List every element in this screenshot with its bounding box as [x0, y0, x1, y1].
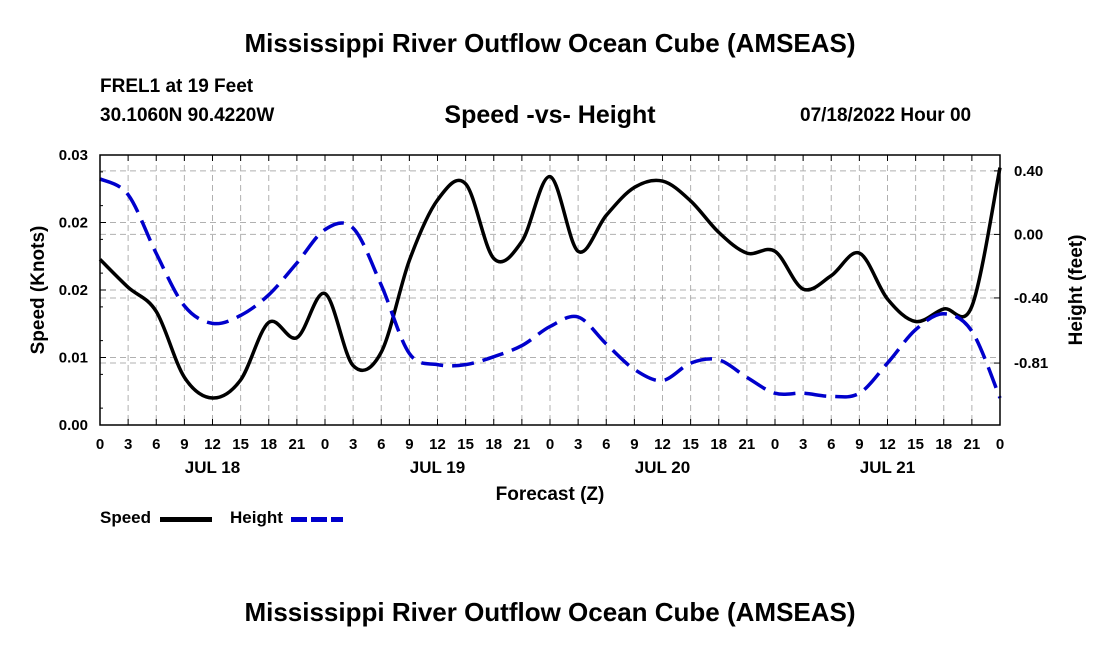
y-axis-label: Speed (Knots)	[28, 226, 49, 355]
legend-height-swatch	[291, 517, 343, 522]
y-tick-label: 0.00	[59, 417, 88, 434]
x-tick-label: 6	[602, 436, 610, 453]
x-tick-label: 18	[485, 436, 502, 453]
x-tick-label: 3	[349, 436, 357, 453]
x-tick-label: 9	[180, 436, 188, 453]
axes: 0 3 6 9 12 15 18 21 0 3 6 9 12 15 18 21 0 3 6 9 12 15 18 21 0 3 6 9…	[59, 147, 1048, 477]
station-label: FREL1 at 19 Feet	[100, 76, 254, 97]
series-line-height	[99, 177, 1002, 399]
y-tick-label: 0.02	[59, 282, 88, 299]
y2-tick-label: -0.81	[1014, 355, 1048, 372]
x-tick-label: 6	[827, 436, 835, 453]
main-title: Mississippi River Outflow Ocean Cube (AM…	[244, 28, 856, 58]
y2-tick-label: 0.40	[1014, 163, 1043, 180]
y-tick-label: 0.02	[59, 215, 88, 232]
x-tick-label: 9	[630, 436, 638, 453]
day-label: JUL 20	[635, 458, 690, 477]
footer-title: Mississippi River Outflow Ocean Cube (AM…	[244, 597, 856, 627]
x-tick-label: 12	[429, 436, 446, 453]
x-tick-label: 18	[935, 436, 952, 453]
x-tick-label: 18	[710, 436, 727, 453]
y-tick-label: 0.03	[59, 147, 88, 164]
x-tick-label: 0	[321, 436, 329, 453]
y-tick-label: 0.01	[59, 350, 88, 367]
forecast-datetime: 07/18/2022 Hour 00	[800, 105, 972, 126]
x-tick-label: 18	[260, 436, 277, 453]
x-tick-label: 0	[96, 436, 104, 453]
day-label: JUL 21	[860, 458, 915, 477]
x-tick-label: 15	[907, 436, 924, 453]
y2-tick-label: 0.00	[1014, 226, 1043, 243]
x-tick-label: 21	[514, 436, 531, 453]
x-tick-label: 0	[996, 436, 1004, 453]
x-tick-label: 21	[964, 436, 981, 453]
day-label: JUL 18	[185, 458, 240, 477]
x-tick-label: 3	[124, 436, 132, 453]
x-tick-label: 6	[377, 436, 385, 453]
x-tick-label: 3	[799, 436, 807, 453]
legend-speed-label: Speed	[100, 508, 152, 527]
x-tick-label: 0	[771, 436, 779, 453]
series-line-speed	[98, 167, 1002, 400]
x-tick-label: 15	[457, 436, 474, 453]
series-layer	[98, 167, 1002, 400]
y2-axis-label: Height (feet)	[1066, 235, 1087, 346]
x-tick-label: 3	[574, 436, 582, 453]
x-tick-label: 12	[204, 436, 221, 453]
x-tick-label: 15	[232, 436, 249, 453]
x-tick-label: 6	[152, 436, 160, 453]
y2-tick-label: -0.40	[1014, 290, 1048, 307]
legend-speed-swatch	[160, 517, 212, 522]
x-tick-label: 9	[855, 436, 863, 453]
x-tick-label: 15	[682, 436, 699, 453]
legend-height-label: Height	[230, 508, 283, 527]
chart-subtitle: Speed -vs- Height	[444, 101, 656, 129]
x-tick-label: 9	[405, 436, 413, 453]
x-tick-label: 0	[546, 436, 554, 453]
x-axis-label: Forecast (Z)	[496, 484, 605, 505]
x-tick-label: 21	[739, 436, 756, 453]
x-tick-label: 12	[654, 436, 671, 453]
coordinates-label: 30.1060N 90.4220W	[100, 105, 275, 126]
x-tick-label: 21	[289, 436, 306, 453]
x-tick-label: 12	[879, 436, 896, 453]
day-label: JUL 19	[410, 458, 465, 477]
